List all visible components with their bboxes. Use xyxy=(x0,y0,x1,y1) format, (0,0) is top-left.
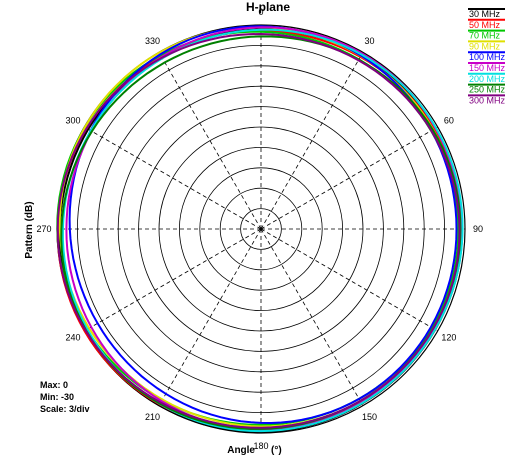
x-axis-label: Angle (°) xyxy=(227,445,281,456)
series-trace xyxy=(56,32,461,429)
angle-tick-label: 270 xyxy=(36,224,51,234)
grid-ring xyxy=(199,167,323,291)
min-label: Min: -30 xyxy=(40,392,74,402)
legend-entry: 30 MHz xyxy=(469,9,501,19)
angle-tick-label: 240 xyxy=(66,333,81,343)
chart-title: H-plane xyxy=(246,0,290,14)
grid-spoke xyxy=(84,228,262,332)
series-trace xyxy=(60,35,462,430)
grid-ring xyxy=(178,146,343,311)
x-axis-label-unit: (°) xyxy=(271,445,282,456)
grid-spoke xyxy=(158,228,262,406)
legend-entry: 300 MHz xyxy=(469,95,506,105)
grid-spoke xyxy=(260,228,438,332)
grid-spoke xyxy=(260,126,438,230)
angle-tick-label: 90 xyxy=(473,224,483,234)
series-trace xyxy=(61,28,464,433)
angle-labels: 0 330 300 270 240 210 180 150 120 90 60 30 xyxy=(36,7,483,451)
legend-entry: 200 MHz xyxy=(469,74,506,84)
scale-label: Scale: 3/div xyxy=(40,404,90,414)
legend-entry: 150 MHz xyxy=(469,63,506,73)
angle-tick-label: 150 xyxy=(362,412,377,422)
angle-tick-label: 120 xyxy=(441,333,456,343)
angle-tick-label: 300 xyxy=(66,116,81,126)
angle-tick-label: 0 xyxy=(258,7,263,17)
grid-spoke xyxy=(260,228,364,406)
legend-entry: 50 MHz xyxy=(469,20,501,30)
legend-entry: 250 MHz xyxy=(469,85,506,95)
series-layer xyxy=(56,25,464,433)
angle-tick-label: 60 xyxy=(444,116,454,126)
grid-ring xyxy=(240,208,282,250)
angle-tick-label: 180 xyxy=(253,441,268,451)
grid-spoke xyxy=(84,126,262,230)
polar-grid xyxy=(56,24,466,434)
x-axis-label-text: Angle xyxy=(227,445,255,456)
legend-entry: 100 MHz xyxy=(469,52,506,62)
angle-tick-label: 330 xyxy=(145,36,160,46)
angle-tick-label: 210 xyxy=(145,412,160,422)
legend-entry: 70 MHz xyxy=(469,31,501,41)
angle-tick-label: 30 xyxy=(364,36,374,46)
y-axis-label: Pattern (dB) xyxy=(24,201,35,258)
grid-spoke xyxy=(260,52,364,230)
legend-entry: 90 MHz xyxy=(469,41,501,51)
scale-info: Max: 0 Min: -30 Scale: 3/div xyxy=(40,380,90,414)
max-label: Max: 0 xyxy=(40,380,68,390)
grid-ring xyxy=(219,187,303,271)
grid-spoke xyxy=(158,52,262,230)
